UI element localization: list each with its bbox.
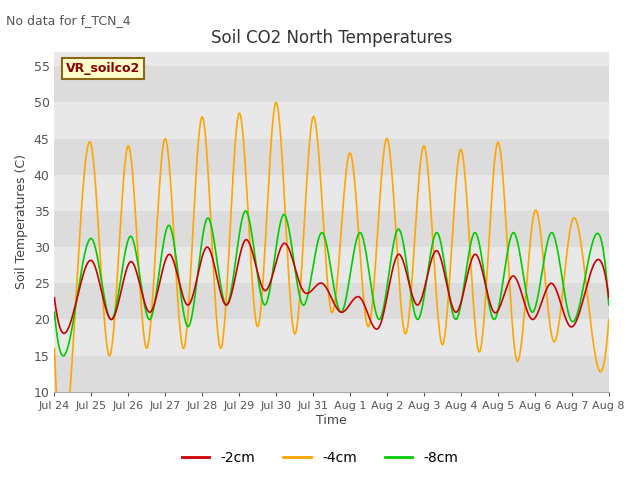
Title: Soil CO2 North Temperatures: Soil CO2 North Temperatures xyxy=(211,29,452,48)
Bar xyxy=(54,211,609,247)
Text: No data for f_TCN_4: No data for f_TCN_4 xyxy=(6,14,131,27)
Bar xyxy=(54,283,609,320)
Text: VR_soilco2: VR_soilco2 xyxy=(65,62,140,75)
Bar xyxy=(54,175,609,211)
X-axis label: Time: Time xyxy=(316,414,347,427)
Bar xyxy=(54,356,609,392)
Legend: -2cm, -4cm, -8cm: -2cm, -4cm, -8cm xyxy=(176,445,464,471)
Bar xyxy=(54,102,609,139)
Y-axis label: Soil Temperatures (C): Soil Temperatures (C) xyxy=(15,154,28,289)
Bar xyxy=(54,139,609,175)
Bar xyxy=(54,30,609,66)
Bar xyxy=(54,320,609,356)
Bar xyxy=(54,66,609,102)
Bar xyxy=(54,247,609,283)
